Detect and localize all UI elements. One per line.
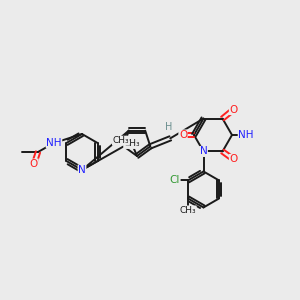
Text: O: O: [230, 104, 238, 115]
Text: O: O: [230, 154, 238, 164]
Text: O: O: [179, 130, 187, 140]
Text: N: N: [78, 165, 86, 175]
Text: CH₃: CH₃: [124, 140, 140, 148]
Text: NH: NH: [238, 130, 254, 140]
Text: CH₃: CH₃: [180, 206, 196, 215]
Text: N: N: [200, 146, 207, 157]
Text: H: H: [165, 122, 172, 132]
Text: CH₃: CH₃: [112, 136, 129, 145]
Text: Cl: Cl: [170, 176, 180, 185]
Text: O: O: [30, 159, 38, 169]
Text: NH: NH: [46, 138, 62, 148]
